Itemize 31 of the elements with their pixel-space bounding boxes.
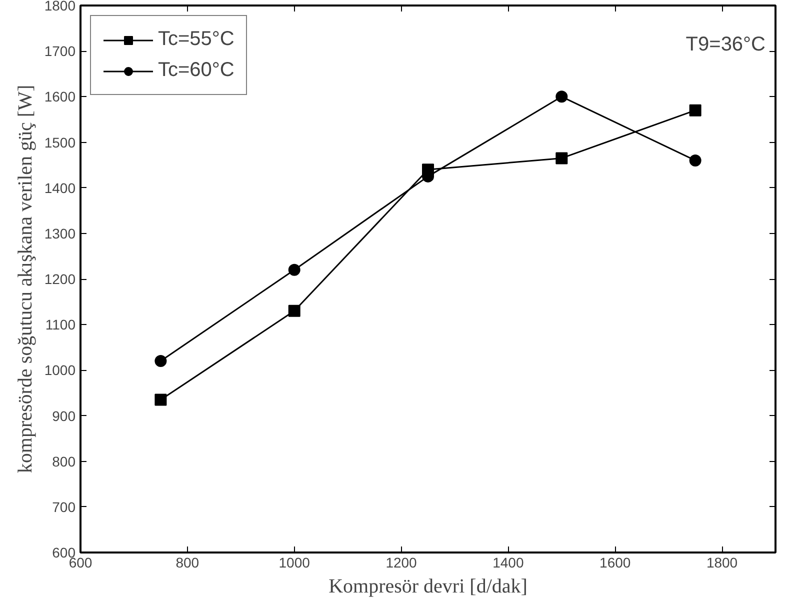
y-tick-label: 1400 <box>44 180 76 196</box>
y-tick-label: 800 <box>52 453 76 470</box>
y-tick-label: 1300 <box>44 225 76 242</box>
y-tick-label: 900 <box>52 408 76 424</box>
x-axis-title: Kompresör devri [d/dak] <box>328 576 528 598</box>
x-tick-label: 800 <box>176 554 200 570</box>
x-tick-label: 1400 <box>492 554 524 570</box>
point <box>154 394 167 406</box>
point <box>689 104 702 116</box>
y-tick-label: 1600 <box>44 88 76 105</box>
point <box>288 264 300 276</box>
annotation: T9=36°C <box>686 34 766 56</box>
legend-label: Tc=55°C <box>158 28 234 51</box>
x-tick-label: 1200 <box>386 554 418 570</box>
y-tick-label: 1000 <box>44 362 76 378</box>
y-tick-label: 1700 <box>44 43 76 60</box>
x-tick-label: 1600 <box>600 554 631 570</box>
y-tick-label: 1800 <box>44 0 76 14</box>
x-tick-label: 1000 <box>278 554 310 570</box>
y-tick-label: 1200 <box>44 271 76 287</box>
y-tick-label: 700 <box>52 498 76 515</box>
point <box>154 355 167 368</box>
x-tick-label: 1800 <box>706 554 738 570</box>
y-tick-label: 1500 <box>44 134 76 150</box>
point <box>288 304 300 317</box>
y-tick-label: 1100 <box>45 316 76 333</box>
point <box>556 152 568 164</box>
point <box>689 154 702 166</box>
y-axis-title: kompresörde soğutucu akışkana verilen güç [W] <box>14 84 36 474</box>
legend-label: Tc=60°C <box>158 59 234 82</box>
point <box>556 90 568 103</box>
